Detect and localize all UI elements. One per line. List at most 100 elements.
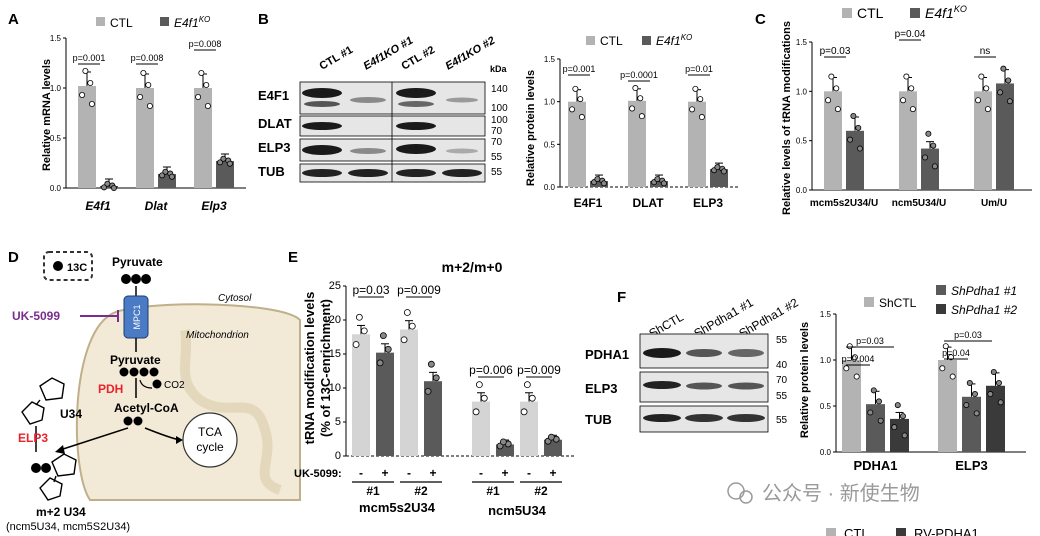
y-tick-label: 0 [335, 450, 341, 462]
y-tick-label: 20 [329, 314, 341, 326]
replicate-label: #1 [366, 484, 380, 498]
y-tick-label: 1.0 [796, 87, 808, 96]
data-point [922, 154, 929, 161]
m2-u34-sub-label: (ncm5U34, mcm5S2U34) [6, 521, 130, 533]
y-tick-label: 0.5 [796, 137, 808, 146]
data-point [600, 180, 607, 187]
data-point [909, 106, 916, 113]
uk5099-sign: - [527, 466, 531, 480]
data-point [403, 309, 411, 316]
panel-label-e: E [288, 249, 298, 266]
uk5099-label: UK-5099 [12, 309, 60, 323]
data-point [523, 381, 531, 389]
bottom-legend-label-rv: RV-PDHA1 [914, 526, 979, 536]
data-point [930, 142, 937, 149]
data-point [499, 438, 507, 446]
y-tick-label: 0.5 [50, 134, 62, 143]
data-point [834, 106, 841, 113]
p-value-label: p=0.008 [189, 39, 222, 49]
data-point [162, 168, 169, 175]
data-point [101, 184, 108, 191]
uk5099-sign: + [381, 466, 388, 480]
legend-swatch-ko-c [910, 8, 920, 18]
mitochondrion-label: Mitochondrion [186, 330, 249, 341]
uridine-ring-icon [39, 377, 65, 401]
data-point [408, 322, 416, 330]
panel-f: F ShCTL ShPdha1 #1 ShPdha1 #2 PDHA1 ELP3… [585, 284, 1026, 473]
data-point [856, 145, 863, 152]
data-point [987, 391, 994, 398]
data-point [217, 159, 224, 166]
cristae [180, 329, 282, 495]
blot-b-row-tub: TUB [258, 164, 285, 179]
data-point [355, 313, 363, 321]
acetylcoa-label: Acetyl-CoA [114, 401, 179, 415]
chart-e-title: m+2/m+0 [442, 259, 503, 275]
data-point [204, 103, 211, 110]
data-point [226, 160, 233, 167]
category-label: ncm5U34/U [892, 198, 946, 209]
bar [688, 101, 706, 187]
p-value-label: p=0.006 [469, 363, 513, 377]
data-point [384, 345, 392, 353]
data-point [997, 399, 1004, 406]
data-point [577, 96, 584, 103]
blot-f-row-tub: TUB [585, 412, 612, 427]
blot-b-row-dlat: DLAT [258, 116, 292, 131]
cytosol-label: Cytosol [218, 293, 252, 304]
blot-f-mw-3: 70 [776, 375, 788, 386]
data-point [894, 402, 901, 409]
y-tick-label: 1.0 [820, 356, 832, 365]
chart-f: 0.0 0.5 1.0 1.5 PDHA1 ELP3 p=0.004 p=0.03 p=0.04… [820, 310, 1026, 473]
bottom-legend-label-ctl: CTL [844, 526, 869, 536]
mitochondrion-shape [75, 303, 301, 501]
uk5099-sign: + [549, 466, 556, 480]
bar [974, 91, 992, 190]
data-point [939, 365, 946, 372]
data-point [203, 82, 210, 89]
legend-swatch-shctl [864, 297, 874, 307]
blot-f-mw-1: 55 [776, 335, 788, 346]
u34-label: U34 [60, 407, 82, 421]
data-point [720, 168, 727, 175]
data-point [480, 394, 488, 402]
data-point [901, 432, 908, 439]
ylabel-e-2: (% of 13C-enrichment) [318, 299, 333, 437]
chart-b: 0.0 0.5 1.0 1.5 E4F1 DLAT ELP3 p=0.001 p=0.0001 p… [544, 55, 740, 210]
data-point [654, 176, 661, 183]
data-point [472, 408, 480, 416]
category-label: ELP3 [955, 458, 988, 473]
m2-u34-label: m+2 U34 [36, 505, 86, 519]
tca-label: TCA [198, 425, 222, 439]
data-point [352, 341, 360, 348]
y-tick-label: 0.0 [50, 184, 62, 193]
data-point [971, 391, 978, 398]
data-point [520, 408, 528, 416]
category-label: Elp3 [201, 199, 227, 213]
data-point [855, 124, 862, 131]
category-label: E4F1 [574, 196, 603, 210]
data-point [360, 327, 368, 335]
p-value-label: p=0.03 [820, 46, 851, 57]
legend-label-ctl-b: CTL [600, 34, 623, 48]
uk5099-sign: - [407, 466, 411, 480]
data-point [104, 180, 111, 187]
legend-swatch-ctl-a [96, 17, 105, 26]
co2-label: CO2 [164, 380, 185, 391]
blot-b-mw-7: 55 [491, 167, 503, 178]
data-point [87, 80, 94, 87]
data-point [379, 332, 387, 340]
legend-swatch-ko-b [642, 36, 651, 45]
category-label: mcm5s2U34/U [810, 198, 878, 209]
bottom-legend-swatch-rv [896, 528, 906, 536]
pyruvate-label: Pyruvate [112, 255, 163, 269]
data-point [851, 354, 858, 361]
data-point [578, 114, 585, 121]
replicate-label: #1 [486, 484, 500, 498]
group-label: mcm5s2U34 [359, 500, 436, 515]
category-label: DLAT [632, 196, 664, 210]
bottom-legend: CTL RV-PDHA1 [826, 526, 979, 536]
bar [568, 101, 586, 187]
p-value-label: p=0.04 [942, 348, 970, 358]
